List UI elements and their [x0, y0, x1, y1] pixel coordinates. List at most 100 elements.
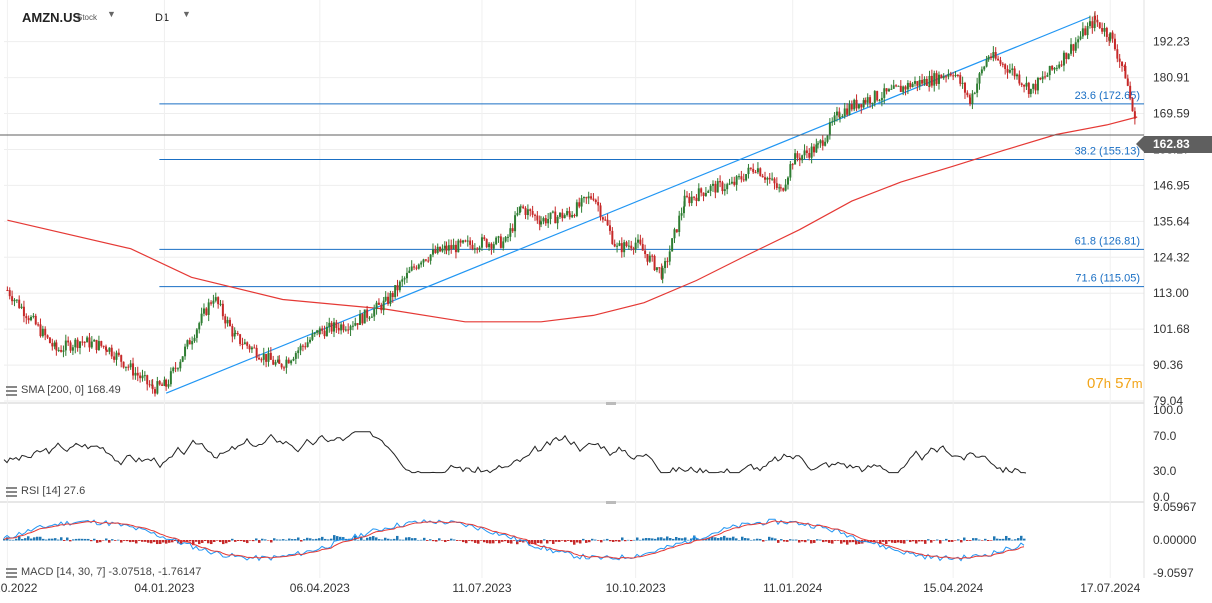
- candle-body: [105, 346, 108, 351]
- candle-body: [551, 211, 554, 213]
- date-tick-label: 06.04.2023: [290, 581, 350, 595]
- macd-histogram-bar: [507, 539, 510, 544]
- candle-body: [34, 315, 37, 325]
- candle-body: [153, 389, 156, 394]
- candle-body: [871, 102, 874, 104]
- macd-histogram-bar: [48, 538, 51, 541]
- macd-histogram-bar: [111, 539, 114, 541]
- indicator-settings-icon[interactable]: [6, 486, 17, 497]
- candle-body: [375, 302, 378, 310]
- candle-body: [759, 168, 762, 176]
- candle-body: [51, 343, 54, 347]
- candle-body: [634, 242, 637, 250]
- macd-indicator-label[interactable]: MACD [14, 30, 7] -3.07518, -1.76147: [6, 566, 201, 578]
- macd-histogram-bar: [345, 538, 348, 541]
- macd-histogram-bar: [243, 539, 246, 542]
- candle-body: [702, 192, 705, 196]
- macd-histogram-bar: [1014, 539, 1017, 541]
- macd-histogram-bar: [432, 539, 435, 542]
- symbol-name[interactable]: AMZN.US: [22, 10, 82, 25]
- price-tick-label: 79.04: [1153, 394, 1183, 408]
- candle-body: [536, 215, 539, 221]
- macd-histogram-bar: [462, 539, 465, 543]
- macd-histogram-bar: [933, 539, 936, 541]
- candle-body: [239, 334, 242, 344]
- candle-body: [726, 184, 729, 190]
- macd-histogram-bar: [240, 539, 243, 542]
- candle-body: [377, 302, 380, 305]
- sma-indicator-label[interactable]: SMA [200, 0] 168.49: [6, 384, 121, 396]
- candle-body: [248, 345, 251, 350]
- macd-histogram-bar: [681, 538, 684, 541]
- candle-body: [714, 183, 717, 193]
- indicator-settings-icon[interactable]: [6, 385, 17, 396]
- macd-histogram-bar: [375, 537, 378, 541]
- macd-histogram-bar: [300, 539, 303, 542]
- macd-histogram-bar: [381, 539, 384, 541]
- candle-body: [680, 213, 683, 216]
- candle-body: [44, 328, 47, 336]
- macd-histogram-bar: [912, 539, 915, 542]
- candle-body: [685, 195, 688, 197]
- date-tick-label: 15.04.2024: [923, 581, 983, 595]
- macd-histogram-bar: [837, 539, 840, 541]
- candle-body: [637, 239, 640, 243]
- candle-body: [771, 178, 774, 180]
- candle-body: [971, 93, 974, 104]
- candle-body: [1108, 36, 1111, 41]
- macd-histogram-bar: [492, 539, 495, 544]
- candle-body: [25, 316, 28, 319]
- candle-body: [1111, 32, 1114, 39]
- macd-histogram-bar: [729, 537, 732, 541]
- candle-body: [422, 259, 425, 263]
- candle-body: [592, 198, 595, 200]
- candle-body: [231, 326, 234, 337]
- candle-body: [742, 179, 745, 181]
- macd-histogram-bar: [186, 539, 189, 542]
- candle-body: [671, 238, 674, 252]
- macd-histogram-bar: [747, 538, 750, 541]
- macd-histogram-bar: [972, 538, 975, 541]
- candle-body: [906, 82, 909, 90]
- rsi-indicator-label[interactable]: RSI [14] 27.6: [6, 485, 85, 497]
- candle-body: [427, 260, 430, 262]
- macd-histogram-bar: [9, 539, 12, 541]
- macd-histogram-bar: [909, 539, 912, 543]
- candle-body: [342, 324, 345, 331]
- candle-body: [290, 360, 293, 364]
- macd-histogram-bar: [477, 539, 480, 544]
- candle-body: [139, 375, 142, 379]
- candle-body: [333, 322, 336, 332]
- fib-level-label: 38.2 (155.13): [1075, 145, 1140, 157]
- macd-histogram-bar: [129, 539, 132, 543]
- macd-histogram-bar: [222, 539, 225, 545]
- candle-body: [817, 143, 820, 145]
- timeframe-selector[interactable]: D1: [155, 12, 170, 24]
- symbol-dropdown-caret-icon[interactable]: ▼: [107, 9, 116, 19]
- candle-body: [999, 60, 1002, 64]
- indicator-settings-icon[interactable]: [6, 567, 17, 578]
- candle-body: [1072, 44, 1075, 51]
- macd-histogram-bar: [261, 538, 264, 541]
- trend-line[interactable]: [165, 16, 1091, 394]
- candle-body: [902, 86, 905, 92]
- macd-histogram-bar: [429, 539, 432, 541]
- candle-body: [195, 329, 198, 338]
- candle-body: [202, 308, 205, 314]
- macd-histogram-bar: [573, 539, 576, 545]
- macd-histogram-bar: [45, 539, 48, 541]
- candle-body: [280, 363, 283, 368]
- candle-body: [62, 350, 65, 352]
- timeframe-dropdown-caret-icon[interactable]: ▼: [182, 9, 191, 19]
- macd-histogram-bar: [900, 539, 903, 544]
- macd-histogram-bar: [813, 539, 816, 543]
- macd-histogram-bar: [297, 537, 300, 541]
- candle-body: [895, 85, 898, 87]
- candle-body: [313, 332, 316, 335]
- macd-histogram-bar: [627, 539, 630, 541]
- candle-body: [30, 316, 33, 321]
- candle-body: [833, 115, 836, 122]
- fib-level-label: 23.6 (172.65): [1075, 90, 1140, 102]
- candle-body: [1129, 85, 1132, 99]
